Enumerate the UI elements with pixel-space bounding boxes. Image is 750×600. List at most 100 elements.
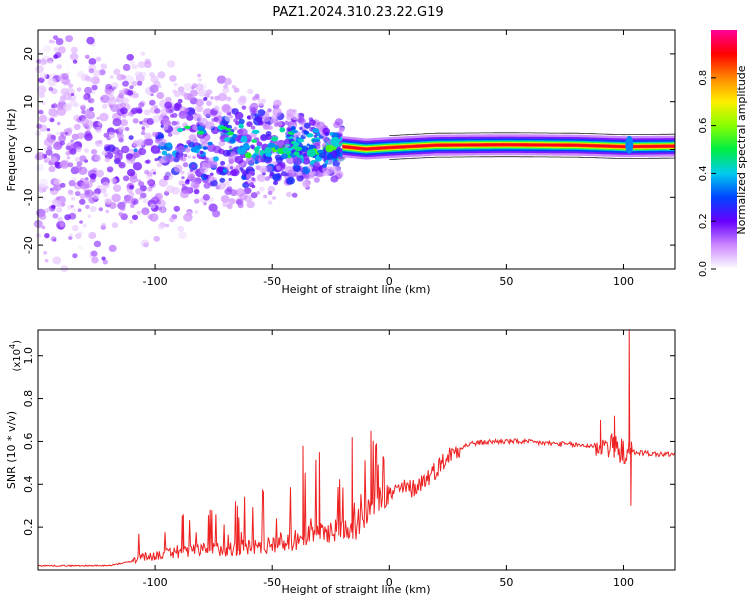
spectrogram-cell <box>112 184 122 192</box>
spectrogram-cell <box>41 101 46 105</box>
snr-series-line <box>37 329 676 568</box>
spectrogram-cell <box>37 85 47 94</box>
spectrogram-cell <box>98 69 106 76</box>
spectrogram-cell <box>100 63 108 70</box>
spectrogram-cell <box>48 165 56 173</box>
spectrogram-cell <box>197 88 207 97</box>
spectrogram-cell <box>256 191 261 195</box>
spectrogram-cell <box>137 61 146 69</box>
spectrogram-cell <box>36 123 43 129</box>
spectrogram-cell <box>48 108 53 113</box>
spectrogram-cell <box>132 140 140 147</box>
spectrogram-cell <box>112 86 117 90</box>
spectrogram-cell <box>149 84 159 94</box>
spectrogram-cell <box>53 47 59 52</box>
spectrogram-cell <box>302 179 311 187</box>
spectrogram-cell <box>257 109 266 117</box>
colorbar-label: Normalized spectral amplitude <box>735 65 748 234</box>
spectrogram-cell <box>99 112 109 122</box>
spectrogram-cell <box>46 145 53 151</box>
spectrogram-x-ticks: -100 -50 0 50 100 <box>143 30 634 288</box>
spectrogram-cell <box>54 161 60 167</box>
spectrogram-cell <box>91 149 98 155</box>
spectrogram-cell <box>93 240 102 248</box>
spectrogram-cell <box>60 182 66 188</box>
spectrogram-cell <box>201 138 206 142</box>
spectrogram-cell <box>102 259 109 265</box>
spectrogram-cell <box>107 144 116 152</box>
spectrogram-cell <box>205 121 215 130</box>
spectrogram-cell <box>239 192 248 201</box>
spectrogram-cell <box>39 58 47 65</box>
spectrogram-y-tick-label: 10 <box>22 95 35 109</box>
spectrogram-x-tick-label: -50 <box>263 275 281 288</box>
spectrogram-cell <box>250 192 258 199</box>
spectrogram-cell <box>103 132 110 138</box>
spectrogram-cell <box>131 80 138 87</box>
spectrogram-cell <box>48 86 54 92</box>
spectrogram-cell <box>190 147 198 153</box>
spectrogram-cell <box>144 58 151 65</box>
spectrogram-cell <box>101 150 108 156</box>
spectrogram-cell <box>142 198 149 204</box>
spectrogram-cell <box>158 178 168 187</box>
spectrogram-cell <box>143 138 152 146</box>
spectrogram-cell <box>45 207 51 213</box>
spectrogram-cell <box>77 132 85 140</box>
spectrogram-cell <box>75 146 82 152</box>
spectrogram-cell <box>238 118 245 125</box>
spectrogram-cell <box>275 157 283 164</box>
spectrogram-cell <box>92 120 100 128</box>
spectrogram-cell <box>219 126 227 130</box>
spectrogram-cell <box>79 220 83 224</box>
spectrogram-cell <box>138 148 147 156</box>
spectrogram-cell <box>226 96 232 102</box>
spectrogram-cell <box>194 210 199 214</box>
spectrogram-cell <box>237 97 247 106</box>
spectrogram-cell <box>177 225 185 232</box>
spectrogram-cell <box>139 121 143 125</box>
spectrogram-cell <box>625 135 634 154</box>
spectrogram-cell <box>122 114 126 119</box>
spectrogram-cell <box>186 187 193 194</box>
spectrogram-cell <box>235 165 240 169</box>
spectrogram-cell <box>98 207 104 212</box>
spectrogram-cell <box>223 77 232 86</box>
spectrogram-cell <box>156 92 165 99</box>
spectrogram-cell <box>228 178 232 181</box>
snr-y-multiplier: (x104) <box>8 340 23 372</box>
colorbar-tick-label: 0.4 <box>698 165 709 181</box>
spectrogram-cell <box>208 203 218 212</box>
spectrogram-cell <box>95 169 105 178</box>
spectrogram-cell <box>141 71 147 77</box>
spectrogram-cell <box>150 145 161 154</box>
spectrogram-cell <box>229 166 234 170</box>
spectrogram-cell <box>125 153 134 160</box>
spectrogram-cell <box>119 90 123 94</box>
spectrogram-cell <box>203 202 207 206</box>
colorbar: 0.0 0.2 0.4 0.6 0.8 Normalized spectral ampl… <box>698 30 748 277</box>
spectrogram-cell <box>41 225 46 230</box>
snr-x-tick-label: -50 <box>263 576 281 589</box>
colorbar-tick-label: 0.0 <box>698 261 709 277</box>
spectrogram-cell <box>210 96 214 100</box>
spectrogram-cell <box>70 93 75 96</box>
spectrogram-cell <box>184 147 191 153</box>
spectrogram-cell <box>254 146 260 153</box>
spectrogram-cell <box>52 112 59 118</box>
svg-text:(x104): (x104) <box>8 340 23 372</box>
spectrogram-cell <box>192 138 198 144</box>
spectrogram-cell <box>69 233 73 237</box>
spectrogram-cell <box>228 198 236 205</box>
spectrogram-cell <box>38 92 45 98</box>
spectrogram-cell <box>136 210 142 215</box>
spectrogram-cell <box>86 36 95 45</box>
spectrogram-cell <box>197 125 203 131</box>
spectrogram-cell <box>177 98 183 104</box>
spectrogram-cell <box>50 156 58 163</box>
spectrogram-cell <box>125 195 135 204</box>
spectrogram-cell <box>200 141 208 148</box>
spectrogram-cell <box>117 126 125 133</box>
spectrogram-cell <box>220 160 226 166</box>
spectrogram-cell <box>43 44 52 53</box>
